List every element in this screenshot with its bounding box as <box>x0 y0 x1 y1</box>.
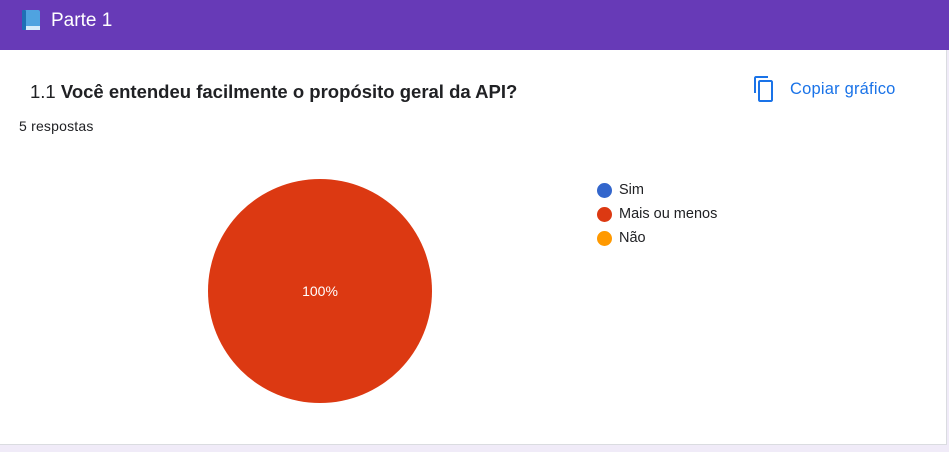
legend-swatch <box>597 230 612 246</box>
legend-swatch <box>597 182 612 198</box>
chart-legend: Sim Mais ou menos Não <box>597 178 717 250</box>
copy-chart-label: Copiar gráfico <box>790 79 896 98</box>
copy-chart-button[interactable]: Copiar gráfico <box>752 74 896 104</box>
copy-icon <box>754 76 773 102</box>
question-card: 1.1 Você entendeu facilmente o propósito… <box>0 50 947 445</box>
pie-slice-mais-ou-menos <box>208 179 432 403</box>
section-title: Parte 1 <box>51 10 113 31</box>
question-text: Você entendeu facilmente o propósito ger… <box>60 81 518 102</box>
legend-item: Mais ou menos <box>597 202 717 226</box>
question-number: 1.1 <box>30 81 56 102</box>
book-icon <box>22 10 40 30</box>
pie-data-label: 100% <box>302 283 338 299</box>
legend-label: Mais ou menos <box>619 206 718 222</box>
question-title: 1.1 Você entendeu facilmente o propósito… <box>30 80 517 104</box>
pie-chart: 100% <box>208 179 432 403</box>
legend-label: Sim <box>619 182 644 198</box>
legend-swatch <box>597 206 612 222</box>
legend-label: Não <box>619 230 646 246</box>
legend-item: Não <box>597 226 717 250</box>
legend-item: Sim <box>597 178 717 202</box>
section-header: Parte 1 <box>0 0 949 50</box>
response-count: 5 respostas <box>19 118 94 134</box>
